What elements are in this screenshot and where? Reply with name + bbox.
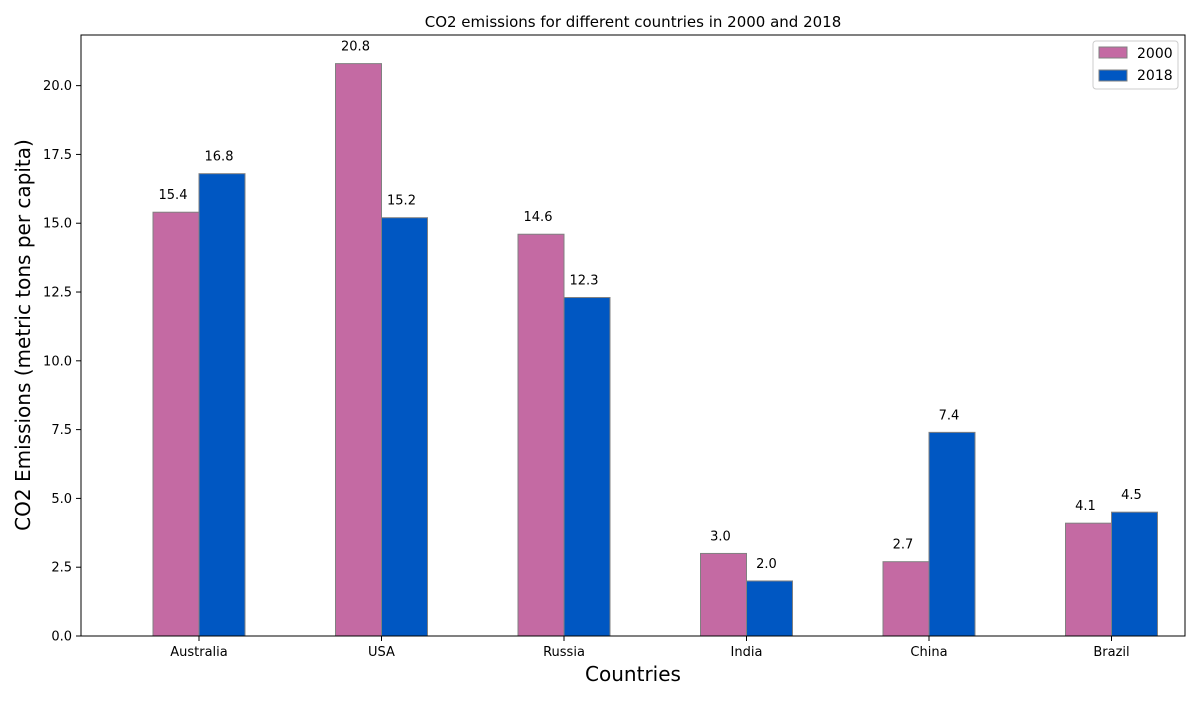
- value-label-russia-2018: 12.3: [570, 274, 599, 289]
- value-label-australia-2018: 16.8: [205, 150, 234, 165]
- bar-usa-2018: [381, 217, 428, 637]
- bar-brazil-2018: [1111, 511, 1158, 637]
- value-labels-layer: 15.4 16.8 20.8 15.2 14.6 12.3 3.0 2.0 2.7 7.4 4.1 4…: [159, 40, 1142, 572]
- x-axis-title: Countries: [585, 662, 681, 686]
- bar-australia-2018: [198, 173, 246, 637]
- value-label-russia-2000: 14.6: [524, 210, 553, 225]
- x-tick-label-russia: Russia: [543, 645, 585, 660]
- y-tick-label: 12.5: [43, 286, 72, 301]
- legend-label-2000: 2000: [1137, 46, 1173, 62]
- bar-russia-2000: [517, 233, 565, 637]
- legend: 2000 2018: [1092, 40, 1179, 90]
- value-label-usa-2000: 20.8: [341, 40, 370, 55]
- legend-label-2018: 2018: [1137, 68, 1173, 84]
- chart-title: CO2 emissions for different countries in…: [425, 13, 842, 31]
- y-tick-label: 7.5: [51, 423, 72, 438]
- bar-china-2000: [882, 561, 930, 637]
- bar-brazil-2000: [1065, 522, 1112, 637]
- value-label-china-2000: 2.7: [893, 538, 914, 553]
- value-label-india-2000: 3.0: [710, 529, 731, 544]
- y-tick-label: 17.5: [43, 148, 72, 163]
- value-label-usa-2018: 15.2: [387, 194, 416, 209]
- legend-swatch-2000: [1098, 46, 1128, 59]
- bar-india-2000: [700, 552, 747, 637]
- bar-china-2018: [928, 431, 976, 637]
- x-tick-label-china: China: [910, 645, 947, 660]
- x-tick-label-india: India: [731, 645, 763, 660]
- value-label-australia-2000: 15.4: [159, 188, 188, 203]
- y-tick-label: 2.5: [51, 561, 72, 576]
- plot-frame: [80, 34, 1186, 637]
- bar-australia-2000: [152, 211, 200, 637]
- x-tick-label-brazil: Brazil: [1093, 645, 1129, 660]
- value-label-india-2018: 2.0: [756, 557, 777, 572]
- bars-layer: [152, 63, 1158, 637]
- x-tick-label-australia: Australia: [170, 645, 228, 660]
- legend-swatch-2018: [1098, 69, 1128, 82]
- y-axis: 0.0 2.5 5.0 7.5 10.0 12.5 15.0 17.5 20.0: [43, 79, 81, 645]
- y-tick-label: 15.0: [43, 217, 72, 232]
- value-label-brazil-2018: 4.5: [1121, 488, 1142, 503]
- x-axis: Australia USA Russia India China Brazil: [170, 636, 1130, 660]
- y-tick-label: 20.0: [43, 79, 72, 94]
- bar-india-2018: [746, 580, 793, 637]
- bar-usa-2000: [335, 63, 382, 637]
- x-tick-label-usa: USA: [368, 645, 395, 660]
- y-tick-label: 5.0: [51, 492, 72, 507]
- bar-russia-2018: [563, 297, 611, 637]
- y-tick-label: 0.0: [51, 630, 72, 645]
- value-label-china-2018: 7.4: [939, 408, 960, 423]
- y-axis-title: CO2 Emissions (metric tons per capita): [11, 139, 35, 531]
- value-label-brazil-2000: 4.1: [1075, 499, 1096, 514]
- y-tick-label: 10.0: [43, 354, 72, 369]
